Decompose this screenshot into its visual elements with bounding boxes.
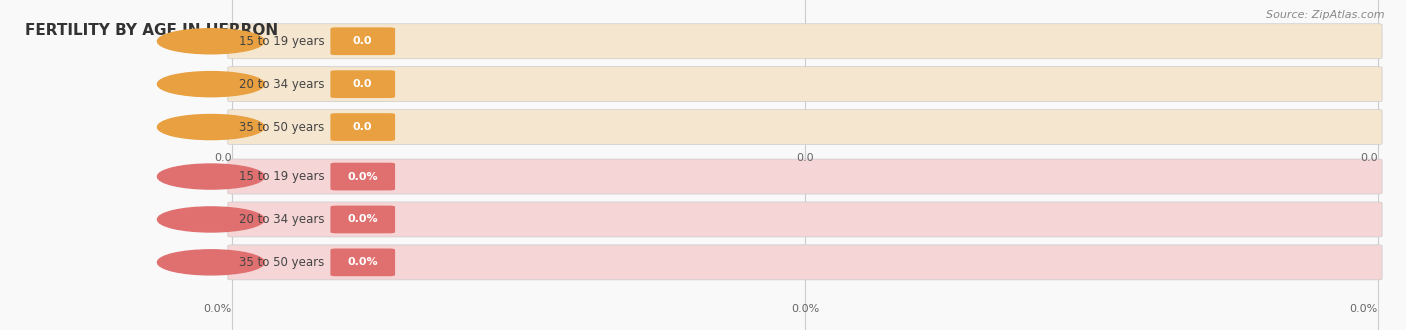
- FancyBboxPatch shape: [228, 24, 1382, 59]
- Text: 20 to 34 years: 20 to 34 years: [239, 78, 325, 91]
- FancyBboxPatch shape: [330, 163, 395, 190]
- Circle shape: [157, 250, 264, 275]
- FancyBboxPatch shape: [330, 248, 395, 276]
- FancyBboxPatch shape: [228, 245, 1382, 280]
- FancyBboxPatch shape: [228, 67, 1382, 102]
- Text: 35 to 50 years: 35 to 50 years: [239, 256, 325, 269]
- Text: 0.0%: 0.0%: [347, 214, 378, 224]
- Text: 0.0%: 0.0%: [1350, 304, 1378, 314]
- Text: 0.0: 0.0: [796, 153, 814, 163]
- FancyBboxPatch shape: [330, 206, 395, 233]
- FancyBboxPatch shape: [228, 202, 1382, 237]
- Text: 0.0: 0.0: [214, 153, 232, 163]
- Text: 0.0%: 0.0%: [790, 304, 820, 314]
- Text: Source: ZipAtlas.com: Source: ZipAtlas.com: [1267, 10, 1385, 20]
- Text: 0.0: 0.0: [353, 79, 373, 89]
- Text: FERTILITY BY AGE IN HERRON: FERTILITY BY AGE IN HERRON: [25, 23, 278, 38]
- Text: 0.0: 0.0: [353, 122, 373, 132]
- Text: 0.0: 0.0: [353, 36, 373, 46]
- Text: 35 to 50 years: 35 to 50 years: [239, 120, 325, 134]
- FancyBboxPatch shape: [330, 27, 395, 55]
- Circle shape: [157, 164, 264, 189]
- Text: 0.0%: 0.0%: [347, 257, 378, 267]
- Circle shape: [157, 207, 264, 232]
- Circle shape: [157, 115, 264, 140]
- Circle shape: [157, 29, 264, 54]
- FancyBboxPatch shape: [330, 70, 395, 98]
- Text: 0.0%: 0.0%: [347, 172, 378, 182]
- FancyBboxPatch shape: [228, 110, 1382, 145]
- Text: 15 to 19 years: 15 to 19 years: [239, 35, 325, 48]
- FancyBboxPatch shape: [228, 159, 1382, 194]
- Text: 0.0%: 0.0%: [204, 304, 232, 314]
- FancyBboxPatch shape: [330, 113, 395, 141]
- Circle shape: [157, 72, 264, 97]
- Text: 20 to 34 years: 20 to 34 years: [239, 213, 325, 226]
- Text: 0.0: 0.0: [1360, 153, 1378, 163]
- Text: 15 to 19 years: 15 to 19 years: [239, 170, 325, 183]
